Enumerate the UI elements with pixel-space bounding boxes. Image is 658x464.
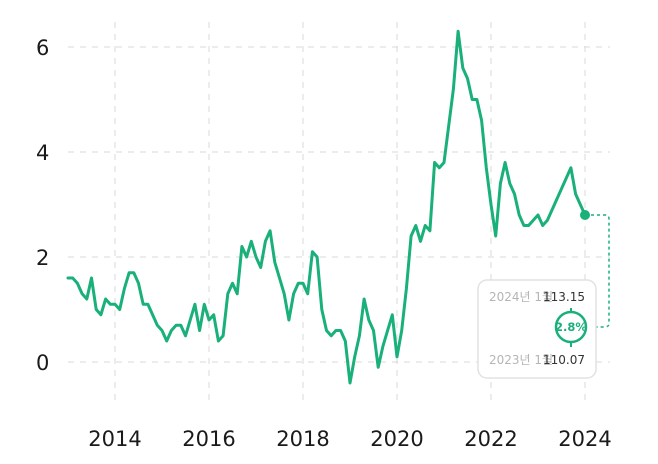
y-tick-label: 4 (36, 141, 49, 165)
annotation-top-value: 113.15 (543, 290, 585, 304)
annotation-bottom-label: 2023년 1월 (489, 353, 553, 367)
y-axis-ticks: 0 2 4 6 (36, 36, 49, 375)
annotation-change-value: 2.8% (555, 320, 587, 334)
annotation-top-label: 2024년 1월 (489, 290, 553, 304)
annotation-box (477, 279, 597, 379)
annotation-connector (588, 214, 610, 328)
annotation-bottom-value: 110.07 (543, 353, 585, 367)
x-axis-ticks: 2014 2016 2018 2020 2022 2024 (88, 427, 611, 451)
x-tick-label: 2022 (464, 427, 517, 451)
series-end-point (580, 210, 590, 220)
y-tick-label: 2 (36, 246, 49, 270)
change-annotation: 2024년 1월 113.15 2.8% 2023년 1월 110.07 (477, 279, 597, 379)
x-tick-label: 2016 (182, 427, 235, 451)
annotation-change-ring (554, 310, 588, 344)
series-line (66, 29, 587, 385)
grid-lines (68, 22, 610, 405)
y-tick-label: 6 (36, 36, 49, 60)
x-tick-label: 2024 (558, 427, 611, 451)
x-tick-label: 2018 (276, 427, 329, 451)
y-tick-label: 0 (36, 351, 49, 375)
x-tick-label: 2020 (370, 427, 423, 451)
x-tick-label: 2014 (88, 427, 141, 451)
